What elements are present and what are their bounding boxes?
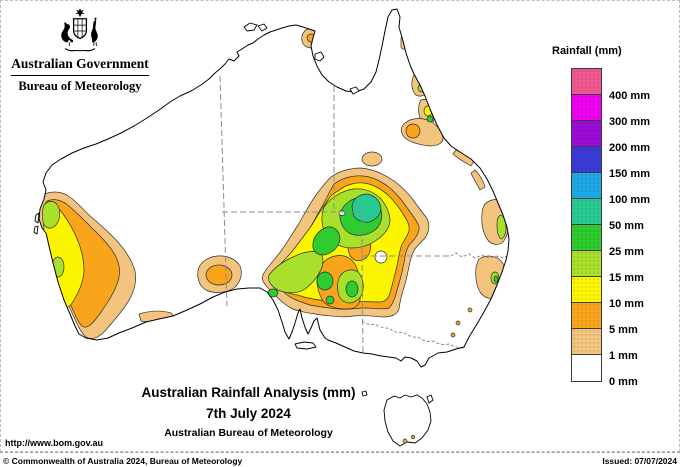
contour-qld-25mm xyxy=(426,115,434,123)
map-title: Australian Rainfall Analysis (mm) xyxy=(141,385,356,400)
contour-south-25mm-c xyxy=(325,295,335,305)
legend-swatch xyxy=(571,224,602,252)
contour-central-wa-5mm xyxy=(205,264,233,286)
legend-row: 50 mm xyxy=(571,198,644,232)
legend-swatch xyxy=(571,68,602,96)
contour-hole xyxy=(338,210,346,216)
contour-west-25mm xyxy=(312,226,341,256)
legend-swatch xyxy=(571,354,602,382)
footer-bar: © Commonwealth of Australia 2024, Bureau… xyxy=(0,452,680,467)
rainfall-contours xyxy=(39,27,509,339)
contour-south-25mm-b xyxy=(345,280,359,298)
legend-row: 10 mm xyxy=(571,276,644,310)
contour-west-15mm xyxy=(268,251,324,294)
gov-divider xyxy=(11,75,149,76)
legend-swatch xyxy=(571,276,602,304)
legend-row: 0 mm xyxy=(571,354,638,388)
legend-label: 300 mm xyxy=(609,116,650,128)
legend-swatch xyxy=(571,302,602,330)
contour-nsw-25mm xyxy=(493,275,499,283)
tasmania-coastline xyxy=(383,394,432,447)
legend-swatch xyxy=(571,94,602,122)
contour-wa-15mm-a xyxy=(41,201,61,229)
contour-qld-coast3-5mm xyxy=(405,123,421,139)
map-area: Australian Government Bureau of Meteorol… xyxy=(0,0,680,452)
contour-nsw-north-1mm xyxy=(481,199,509,245)
legend-swatch xyxy=(571,198,602,226)
legend-label: 25 mm xyxy=(609,246,644,258)
legend-swatch xyxy=(571,250,602,278)
contour-nt-spot-1mm xyxy=(361,151,383,167)
legend-row: 300 mm xyxy=(571,94,650,128)
coast-speck xyxy=(455,320,461,326)
tas-speck xyxy=(411,435,415,439)
issued-text: Issued: 07/07/2024 xyxy=(602,456,677,466)
legend-row: 150 mm xyxy=(571,146,650,180)
legend-row: 5 mm xyxy=(571,302,638,336)
legend-label: 100 mm xyxy=(609,194,650,206)
bom-url: http://www.bom.gov.au xyxy=(5,438,103,448)
contour-qld-coast1-15mm xyxy=(417,83,427,93)
legend-title: Rainfall (mm) xyxy=(552,45,622,57)
coat-of-arms-icon xyxy=(61,8,98,52)
legend-label: 50 mm xyxy=(609,220,644,232)
legend-label: 15 mm xyxy=(609,272,644,284)
map-date: 7th July 2024 xyxy=(206,406,291,421)
legend-swatch xyxy=(571,120,602,148)
legend-row: 25 mm xyxy=(571,224,644,258)
map-org: Australian Bureau of Meteorology xyxy=(164,427,333,439)
contour-core-50mm xyxy=(351,193,382,223)
australia-coastline xyxy=(38,8,510,368)
state-borders xyxy=(219,75,508,353)
legend-swatch xyxy=(571,146,602,174)
gov-agency: Bureau of Meteorology xyxy=(18,79,142,93)
contour-south-25mm-a xyxy=(316,271,334,291)
legend-label: 150 mm xyxy=(609,168,650,180)
legend-label: 1 mm xyxy=(609,350,638,362)
legend-label: 10 mm xyxy=(609,298,644,310)
legend-row: 1 mm xyxy=(571,328,638,362)
legend-row: 100 mm xyxy=(571,172,650,206)
contour-hole xyxy=(374,250,388,264)
legend-swatch xyxy=(571,328,602,356)
coast-speck xyxy=(450,332,456,338)
legend-row: 15 mm xyxy=(571,250,644,284)
legend-scale: 400 mm 300 mm 200 mm 150 mm 100 mm 50 mm 25 mm… xyxy=(571,68,650,388)
coast-speck xyxy=(467,307,473,313)
copyright-text: © Commonwealth of Australia 2024, Bureau… xyxy=(3,456,243,466)
tas-speck xyxy=(402,438,408,444)
legend-row: 200 mm xyxy=(571,120,650,154)
contour-qld-strip2-1mm xyxy=(470,169,486,191)
australia-rainfall-map xyxy=(33,8,510,447)
contour-qld-strip1-1mm xyxy=(452,149,475,167)
legend-label: 0 mm xyxy=(609,376,638,388)
legend-swatch xyxy=(571,172,602,200)
legend-label: 5 mm xyxy=(609,324,638,336)
legend-label: 200 mm xyxy=(609,142,650,154)
islands xyxy=(33,22,434,404)
contour-nsw-mid-1mm xyxy=(475,255,506,299)
legend-label: 400 mm xyxy=(609,90,650,102)
gov-title: Australian Government xyxy=(11,56,149,71)
legend-row: 400 mm xyxy=(571,68,650,102)
gov-logo-block: Australian Government Bureau of Meteorol… xyxy=(9,7,151,94)
caption-block: Australian Rainfall Analysis (mm) 7th Ju… xyxy=(101,385,396,439)
